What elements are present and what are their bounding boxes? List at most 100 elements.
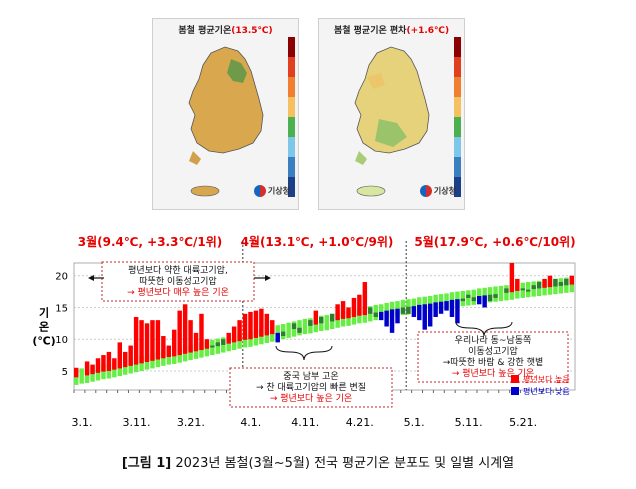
normal-range-bar <box>531 281 536 297</box>
normal-range-bar <box>302 318 308 335</box>
anomaly-bar <box>422 304 427 330</box>
anomaly-bar <box>558 282 564 286</box>
anomaly-bar <box>117 342 123 369</box>
anomaly-bar <box>460 298 466 302</box>
anomaly-bar <box>536 282 542 289</box>
normal-range-bar <box>433 294 438 310</box>
anomaly-bar <box>128 345 133 366</box>
normal-range-bar <box>139 355 144 371</box>
normal-range-bar <box>438 294 444 310</box>
anomaly-bar <box>449 299 455 317</box>
anomaly-bar <box>259 308 264 337</box>
annotation-text: 중국 남부 고온 <box>283 371 338 382</box>
anomaly-bar <box>74 367 79 378</box>
anomaly-bar <box>525 289 531 292</box>
annotation-box <box>417 331 569 383</box>
normal-range-bar <box>471 289 476 305</box>
normal-range-bar <box>498 285 504 302</box>
anomaly-bar <box>248 311 253 340</box>
normal-range-bar <box>542 280 547 296</box>
anomaly-bar <box>308 320 313 326</box>
annotation-text: → 평년보다 높은 기온 <box>270 393 352 404</box>
normal-range-bar <box>155 351 161 368</box>
normal-range-bar <box>226 336 231 352</box>
anomaly-bar <box>275 332 280 343</box>
color-scale-bar <box>454 37 461 197</box>
normal-range-bar <box>362 307 368 323</box>
legend-label: 평년보다 낮음 <box>523 386 570 396</box>
anomaly-bar <box>509 263 515 293</box>
normal-range-bar <box>177 347 182 363</box>
anomaly-bar <box>139 320 144 364</box>
caption-label: [그림 1] <box>121 456 172 471</box>
anomaly-bar <box>144 323 150 363</box>
normal-range-bar <box>286 322 291 338</box>
anomaly-bar <box>95 358 101 373</box>
annotation-text: 우리나라 동~남동쪽 <box>455 335 532 346</box>
anomaly-bar <box>329 313 335 322</box>
anomaly-bar <box>362 282 368 316</box>
anomaly-bar <box>193 332 199 352</box>
normal-range-bar <box>101 363 106 380</box>
annotation-text: → 찬 대륙고기압의 빠른 변질 <box>256 381 366 393</box>
normal-range-bar <box>106 363 112 379</box>
normal-range-bar <box>79 368 84 384</box>
normal-range-bar <box>422 296 427 312</box>
anomaly-bar <box>351 297 357 317</box>
x-major-label: 5.11. <box>455 416 483 429</box>
anomaly-bar <box>231 326 237 343</box>
kma-logo: 기상청 <box>419 185 456 197</box>
map-korea-shape <box>188 46 264 197</box>
anomaly-bar <box>373 312 378 317</box>
anomaly-bar <box>237 320 242 342</box>
anomaly-bar <box>150 320 155 361</box>
anomaly-bar <box>346 307 351 319</box>
anomaly-bar <box>400 307 406 314</box>
normal-range-bar <box>389 301 395 317</box>
anomaly-bar <box>177 310 182 356</box>
anomaly-bar <box>487 294 493 302</box>
anomaly-bar <box>199 313 204 350</box>
annotation-text: → 평년보다 매우 높은 기온 <box>127 287 229 298</box>
anomaly-bar <box>515 278 520 291</box>
brace <box>275 345 333 361</box>
anomaly-bar <box>166 345 172 357</box>
arrow-left-head <box>88 275 94 281</box>
normal-range-bar <box>84 367 90 384</box>
x-major-label: 5.21. <box>509 416 537 429</box>
anomaly-bar <box>270 320 275 335</box>
anomaly-bar <box>411 306 417 317</box>
normal-range-bar <box>564 277 569 293</box>
anomaly-bar <box>466 294 471 298</box>
anomaly-bar <box>504 288 509 293</box>
anomaly-bar <box>297 327 302 333</box>
anomaly-bar <box>123 351 128 368</box>
color-scale-bar <box>288 37 295 197</box>
anomaly-bar <box>427 303 433 327</box>
annotation-text: 따뜻한 이동성고기압 <box>139 275 216 287</box>
x-major-label: 4.1. <box>240 416 261 429</box>
y-axis-label: 기 온 (℃) <box>32 306 55 348</box>
x-major-label: 3.21. <box>177 416 205 429</box>
anomaly-bar <box>182 304 188 354</box>
anomaly-bar <box>482 295 487 308</box>
anomaly-bar <box>90 364 95 375</box>
anomaly-bar <box>471 297 476 302</box>
mean-temperature-map: 봄철 평균기온(13.5℃) 기상청 <box>152 18 299 210</box>
x-major-label: 3.11. <box>122 416 150 429</box>
normal-range-bar <box>319 315 324 331</box>
annotation-box <box>229 367 393 408</box>
normal-range-bar <box>324 315 329 331</box>
annotation-text: →따뜻한 바람 & 강한 햇볕 <box>443 356 544 368</box>
normal-range-bar <box>264 327 270 344</box>
legend-label: 평년보다 높음 <box>523 374 570 384</box>
annotation-text: 평년보다 약한 대륙고기압, <box>128 264 228 276</box>
anomaly-bar <box>417 304 422 321</box>
normal-range-bar <box>340 311 346 327</box>
normal-range-bar <box>357 308 362 324</box>
anomaly-bar <box>215 342 221 347</box>
anomaly-bar <box>280 331 286 337</box>
anomaly-bar <box>395 308 400 324</box>
month-header: 4월(13.1℃, +1.0℃/9위) <box>241 234 394 249</box>
x-major-label: 5.1. <box>404 416 425 429</box>
